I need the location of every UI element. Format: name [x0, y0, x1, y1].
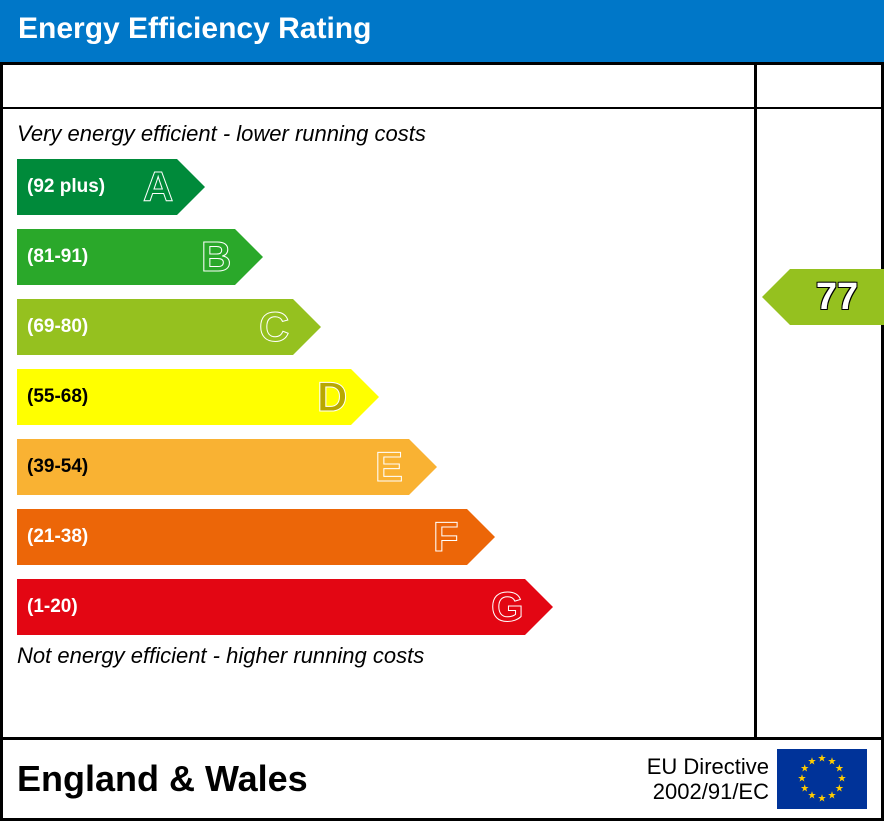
band-letter: A — [143, 163, 173, 211]
band-letter: G — [491, 583, 524, 631]
band-bar-c: (69-80) C — [17, 299, 754, 355]
title-bar: Energy Efficiency Rating — [0, 0, 884, 62]
band-arrow-icon — [467, 509, 495, 565]
bands-body: Very energy efficient - lower running co… — [3, 109, 754, 737]
band-letter: B — [201, 233, 231, 281]
band-arrow-icon — [409, 439, 437, 495]
band-bar-d: (55-68) D — [17, 369, 754, 425]
rating-header — [757, 65, 881, 109]
eu-star-icon: ★ — [818, 794, 827, 805]
bands-column: Very energy efficient - lower running co… — [3, 65, 757, 737]
top-caption: Very energy efficient - lower running co… — [17, 117, 754, 155]
rating-column: 77 — [757, 65, 881, 737]
band-arrow-icon — [293, 299, 321, 355]
band-rect: (39-54) E — [17, 439, 409, 495]
bottom-caption: Not energy efficient - higher running co… — [17, 635, 754, 673]
band-range-label: (69-80) — [27, 316, 88, 338]
band-range-label: (1-20) — [27, 596, 78, 618]
epc-chart: Energy Efficiency Rating Very energy eff… — [0, 0, 884, 821]
band-bar-g: (1-20) G — [17, 579, 754, 635]
footer: England & Wales EU Directive 2002/91/EC … — [3, 740, 881, 818]
rating-body: 77 — [757, 109, 881, 737]
band-letter: F — [433, 513, 459, 561]
eu-star-icon: ★ — [818, 754, 827, 765]
band-arrow-icon — [351, 369, 379, 425]
eu-star-icon: ★ — [798, 774, 807, 785]
bands-header — [3, 65, 754, 109]
footer-right: EU Directive 2002/91/EC ★★★★★★★★★★★★ — [647, 749, 867, 809]
band-range-label: (21-38) — [27, 526, 88, 548]
title-text: Energy Efficiency Rating — [18, 12, 371, 45]
directive-line2: 2002/91/EC — [647, 779, 769, 804]
band-arrow-icon — [177, 159, 205, 215]
band-letter: C — [259, 303, 289, 351]
rating-marker: 77 — [762, 269, 884, 325]
band-bar-e: (39-54) E — [17, 439, 754, 495]
band-range-label: (55-68) — [27, 386, 88, 408]
main-box: Very energy efficient - lower running co… — [0, 62, 884, 821]
band-rect: (1-20) G — [17, 579, 525, 635]
bars-container: (92 plus) A (81-91) B (69-80) C (55-68) D (39-54… — [17, 155, 754, 635]
directive-text: EU Directive 2002/91/EC — [647, 754, 769, 805]
region-label: England & Wales — [17, 758, 647, 800]
rating-arrow-icon — [762, 269, 790, 325]
band-rect: (81-91) B — [17, 229, 235, 285]
band-letter: E — [375, 443, 403, 491]
eu-star-icon: ★ — [800, 784, 809, 795]
band-bar-a: (92 plus) A — [17, 159, 754, 215]
band-rect: (21-38) F — [17, 509, 467, 565]
chart-row: Very energy efficient - lower running co… — [3, 65, 881, 740]
band-arrow-icon — [525, 579, 553, 635]
band-bar-b: (81-91) B — [17, 229, 754, 285]
band-rect: (55-68) D — [17, 369, 351, 425]
eu-star-icon: ★ — [828, 791, 837, 802]
eu-flag-icon: ★★★★★★★★★★★★ — [777, 749, 867, 809]
eu-star-icon: ★ — [808, 756, 817, 767]
band-bar-f: (21-38) F — [17, 509, 754, 565]
band-range-label: (81-91) — [27, 246, 88, 268]
band-letter: D — [317, 373, 347, 421]
rating-value: 77 — [790, 269, 884, 325]
band-rect: (92 plus) A — [17, 159, 177, 215]
band-range-label: (92 plus) — [27, 176, 105, 198]
directive-line1: EU Directive — [647, 754, 769, 779]
band-range-label: (39-54) — [27, 456, 88, 478]
band-rect: (69-80) C — [17, 299, 293, 355]
band-arrow-icon — [235, 229, 263, 285]
